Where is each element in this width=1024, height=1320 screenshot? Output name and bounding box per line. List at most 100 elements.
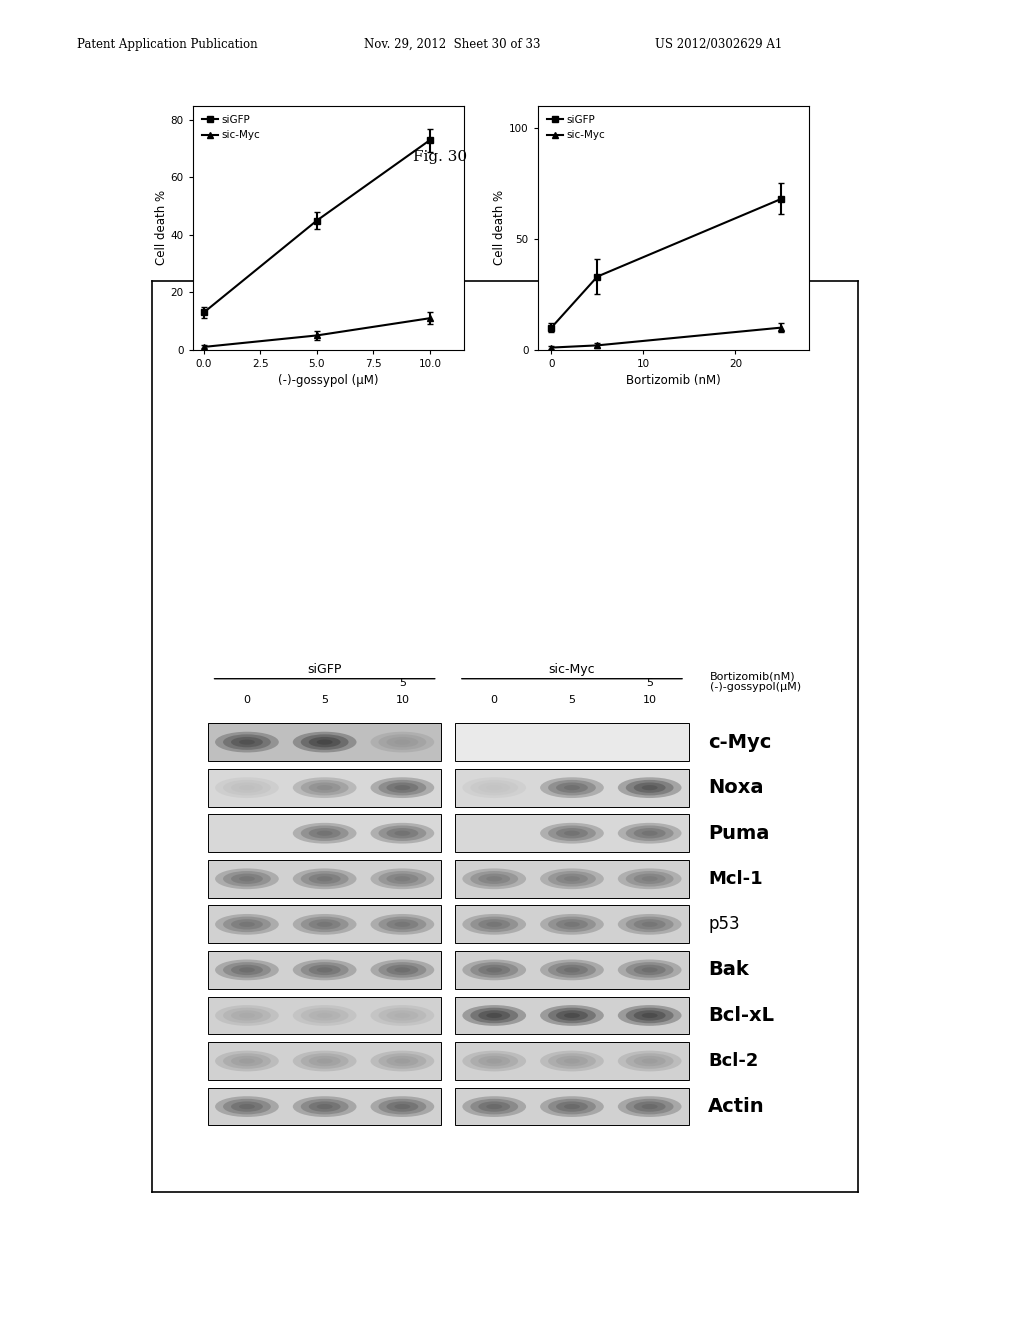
Ellipse shape <box>617 822 682 843</box>
Bar <box>208 1088 286 1126</box>
Bar <box>456 814 688 853</box>
Ellipse shape <box>548 962 596 978</box>
Bar <box>456 906 688 944</box>
Ellipse shape <box>470 1007 518 1023</box>
Ellipse shape <box>371 731 434 752</box>
Ellipse shape <box>316 785 333 791</box>
Bar <box>208 997 286 1035</box>
Ellipse shape <box>239 785 255 791</box>
Bar <box>286 950 364 989</box>
Ellipse shape <box>463 1005 526 1026</box>
Bar <box>610 997 688 1035</box>
Y-axis label: Cell death %: Cell death % <box>155 190 168 265</box>
Y-axis label: Cell death %: Cell death % <box>494 190 506 265</box>
Ellipse shape <box>564 830 580 836</box>
Ellipse shape <box>463 913 526 935</box>
Ellipse shape <box>564 876 580 882</box>
Bar <box>610 950 688 989</box>
Text: 5: 5 <box>646 678 653 688</box>
Ellipse shape <box>470 962 518 978</box>
Ellipse shape <box>394 876 411 882</box>
Ellipse shape <box>379 871 426 887</box>
Bar <box>364 906 441 944</box>
Bar <box>208 906 441 944</box>
Ellipse shape <box>231 1056 263 1067</box>
Ellipse shape <box>626 871 674 887</box>
Ellipse shape <box>301 916 348 932</box>
Ellipse shape <box>548 1007 596 1023</box>
Ellipse shape <box>540 869 604 890</box>
Ellipse shape <box>394 1059 411 1064</box>
Bar <box>208 950 441 989</box>
Ellipse shape <box>394 830 411 836</box>
Ellipse shape <box>301 825 348 841</box>
Bar <box>610 906 688 944</box>
Ellipse shape <box>386 737 419 747</box>
Bar <box>208 906 286 944</box>
Text: Bcl-xL: Bcl-xL <box>709 1006 774 1024</box>
Ellipse shape <box>308 1101 341 1111</box>
Bar <box>534 906 610 944</box>
Bar <box>208 950 286 989</box>
Ellipse shape <box>617 960 682 981</box>
Text: p53: p53 <box>709 915 740 933</box>
Bar <box>456 950 688 989</box>
Bar <box>364 997 441 1035</box>
Ellipse shape <box>386 874 419 884</box>
Ellipse shape <box>239 1012 255 1018</box>
Ellipse shape <box>371 1096 434 1117</box>
Ellipse shape <box>293 869 356 890</box>
Bar <box>286 1043 364 1080</box>
Bar <box>364 814 441 853</box>
Ellipse shape <box>394 1104 411 1109</box>
Ellipse shape <box>634 783 666 793</box>
Ellipse shape <box>540 1096 604 1117</box>
Text: Puma: Puma <box>709 824 770 842</box>
Ellipse shape <box>223 1098 270 1114</box>
Ellipse shape <box>316 968 333 973</box>
Ellipse shape <box>215 913 279 935</box>
Bar <box>456 997 534 1035</box>
Ellipse shape <box>379 825 426 841</box>
Ellipse shape <box>231 874 263 884</box>
Ellipse shape <box>556 783 588 793</box>
Bar <box>286 997 364 1035</box>
Ellipse shape <box>470 1053 518 1069</box>
Ellipse shape <box>239 921 255 927</box>
Ellipse shape <box>478 919 510 929</box>
Ellipse shape <box>626 1007 674 1023</box>
Ellipse shape <box>548 871 596 887</box>
Ellipse shape <box>642 876 657 882</box>
Bar <box>208 859 441 898</box>
Ellipse shape <box>223 871 270 887</box>
Ellipse shape <box>540 777 604 799</box>
Ellipse shape <box>634 965 666 975</box>
Ellipse shape <box>540 822 604 843</box>
Bar <box>610 723 688 760</box>
Ellipse shape <box>316 876 333 882</box>
Ellipse shape <box>634 828 666 838</box>
Ellipse shape <box>316 1012 333 1018</box>
Ellipse shape <box>293 731 356 752</box>
Text: 5: 5 <box>568 694 575 705</box>
Ellipse shape <box>379 734 426 750</box>
Ellipse shape <box>634 1056 666 1067</box>
Bar <box>534 859 610 898</box>
Ellipse shape <box>371 1005 434 1026</box>
Ellipse shape <box>293 1096 356 1117</box>
Bar <box>364 723 441 760</box>
Bar <box>286 906 364 944</box>
Ellipse shape <box>379 916 426 932</box>
Ellipse shape <box>231 737 263 747</box>
Ellipse shape <box>379 780 426 796</box>
Bar <box>610 1088 688 1126</box>
Ellipse shape <box>626 916 674 932</box>
Ellipse shape <box>231 1101 263 1111</box>
Text: Fig. 30: Fig. 30 <box>414 150 467 164</box>
Bar <box>286 723 364 760</box>
Ellipse shape <box>231 965 263 975</box>
Ellipse shape <box>634 919 666 929</box>
Text: Mcl-1: Mcl-1 <box>709 870 763 888</box>
Ellipse shape <box>556 965 588 975</box>
Ellipse shape <box>478 1056 510 1067</box>
